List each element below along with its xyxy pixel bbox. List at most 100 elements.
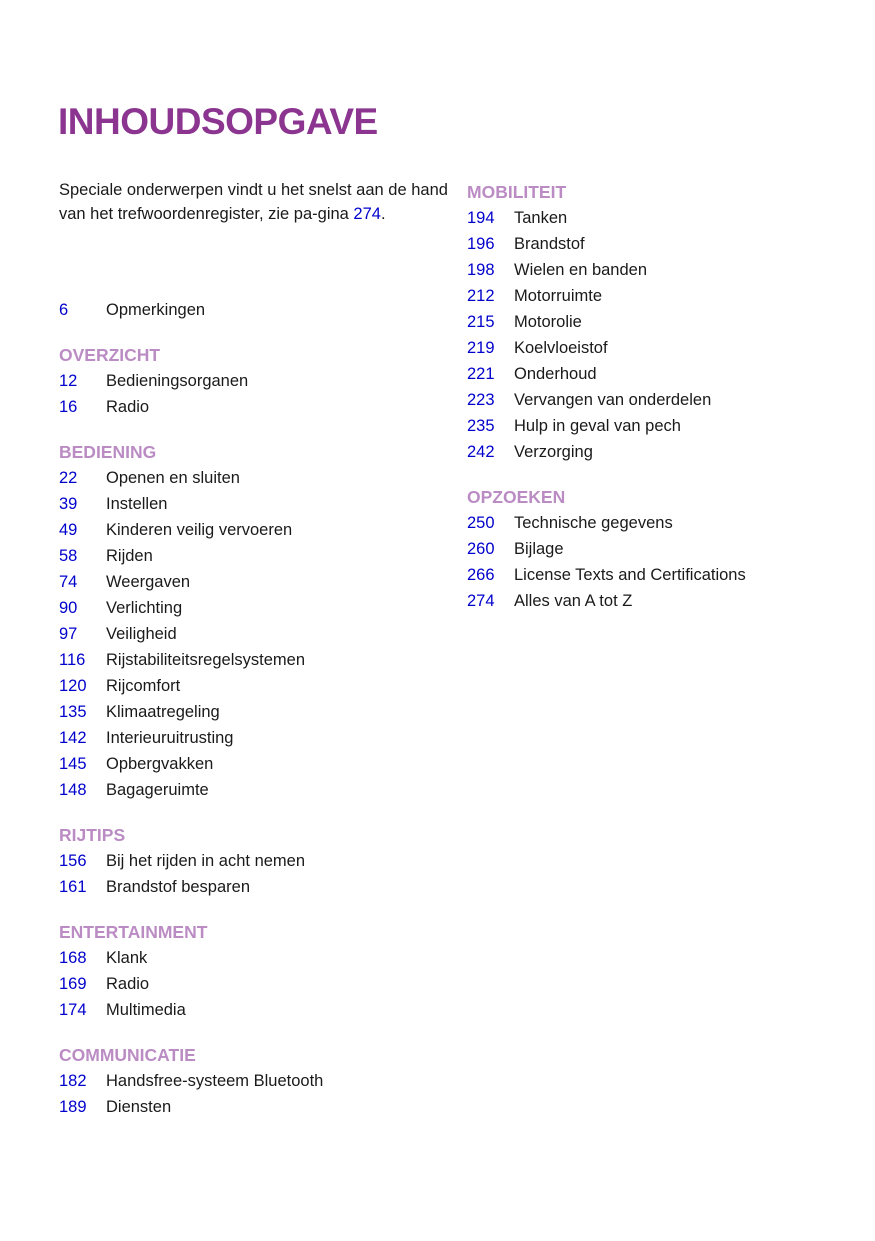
toc-entry[interactable]: 235 Hulp in geval van pech: [467, 413, 857, 439]
page-number[interactable]: 194: [467, 209, 495, 227]
page-number[interactable]: 242: [467, 443, 495, 461]
toc-entry[interactable]: 274 Alles van A tot Z: [467, 588, 857, 614]
entry-label: Kinderen veilig vervoeren: [106, 521, 293, 539]
page-number[interactable]: 250: [467, 514, 495, 532]
entry-label: Opmerkingen: [106, 301, 206, 319]
page-number[interactable]: 266: [467, 566, 495, 584]
page-number[interactable]: 116: [59, 651, 86, 669]
page-number[interactable]: 22: [59, 469, 78, 487]
entry-label: Weergaven: [106, 573, 191, 591]
entry-label: Opbergvakken: [106, 755, 214, 773]
toc-entry[interactable]: 74 Weergaven: [59, 569, 449, 595]
toc-entry[interactable]: 212 Motorruimte: [467, 283, 857, 309]
toc-entry[interactable]: 219 Koelvloeistof: [467, 335, 857, 361]
toc-entry[interactable]: 39 Instellen: [59, 491, 449, 517]
toc-entry[interactable]: 6 Opmerkingen: [59, 297, 449, 323]
page-number[interactable]: 168: [59, 949, 87, 967]
page-number[interactable]: 145: [59, 755, 87, 773]
toc-entry[interactable]: 49 Kinderen veilig vervoeren: [59, 517, 449, 543]
toc-entry[interactable]: 266 License Texts and Certifications: [467, 562, 857, 588]
page-number[interactable]: 16: [59, 398, 78, 416]
toc-entry[interactable]: 198 Wielen en banden: [467, 257, 857, 283]
page-number[interactable]: 90: [59, 599, 78, 617]
page-number[interactable]: 221: [467, 365, 495, 383]
toc-entry[interactable]: 148 Bagageruimte: [59, 777, 449, 803]
toc-entry[interactable]: 161 Brandstof besparen: [59, 874, 449, 900]
toc-entry[interactable]: 194 Tanken: [467, 205, 857, 231]
page-number[interactable]: 120: [59, 677, 87, 695]
page-number[interactable]: 274: [467, 592, 495, 610]
entry-label: Brandstof besparen: [106, 878, 251, 896]
toc-entry[interactable]: 90 Verlichting: [59, 595, 449, 621]
entry-label: Brandstof: [514, 235, 585, 253]
toc-entry[interactable]: 182 Handsfree-systeem Bluetooth: [59, 1068, 449, 1094]
section-header: ENTERTAINMENT: [59, 922, 208, 942]
entry-label: Klank: [106, 949, 148, 967]
page-number[interactable]: 212: [467, 287, 495, 305]
page-number[interactable]: 161: [59, 878, 87, 896]
toc-entry[interactable]: 250 Technische gegevens: [467, 510, 857, 536]
toc-entry[interactable]: 142 Interieuruitrusting: [59, 725, 449, 751]
page-number[interactable]: 189: [59, 1098, 87, 1116]
page-number[interactable]: 58: [59, 547, 78, 565]
toc-section: 6 Opmerkingen: [59, 297, 449, 323]
page-number[interactable]: 260: [467, 540, 495, 558]
section-header: BEDIENING: [59, 442, 157, 462]
page-number[interactable]: 74: [59, 573, 78, 591]
page-number[interactable]: 156: [59, 852, 87, 870]
toc-entry[interactable]: 12 Bedieningsorganen: [59, 368, 449, 394]
page-number[interactable]: 97: [59, 625, 78, 643]
entry-label: Vervangen van onderdelen: [514, 391, 712, 409]
toc-entry[interactable]: 223 Vervangen van onderdelen: [467, 387, 857, 413]
toc-entry[interactable]: 145 Opbergvakken: [59, 751, 449, 777]
entry-label: License Texts and Certifications: [514, 566, 746, 584]
toc-entry[interactable]: 135 Klimaatregeling: [59, 699, 449, 725]
page-number[interactable]: 148: [59, 781, 87, 799]
toc-entry[interactable]: 16 Radio: [59, 394, 449, 420]
entry-label: Rijcomfort: [106, 677, 181, 695]
intro-page-link[interactable]: 274: [353, 204, 381, 223]
page-number[interactable]: 39: [59, 495, 78, 513]
toc-entry[interactable]: 169 Radio: [59, 971, 449, 997]
page-number[interactable]: 6: [59, 301, 69, 319]
entry-label: Bagageruimte: [106, 781, 209, 799]
toc-entry[interactable]: 22 Openen en sluiten: [59, 465, 449, 491]
page-number[interactable]: 135: [59, 703, 87, 721]
entry-label: Klimaatregeling: [106, 703, 220, 721]
toc-entry[interactable]: 58 Rijden: [59, 543, 449, 569]
toc-entry[interactable]: 156 Bij het rijden in acht nemen: [59, 848, 449, 874]
toc-entry[interactable]: 116 Rijstabiliteitsregelsystemen: [59, 647, 449, 673]
entry-label: Onderhoud: [514, 365, 597, 383]
toc-entry[interactable]: 97 Veiligheid: [59, 621, 449, 647]
toc-entry[interactable]: 174 Multimedia: [59, 997, 449, 1023]
page-number[interactable]: 12: [59, 372, 78, 390]
toc-entry[interactable]: 221 Onderhoud: [467, 361, 857, 387]
toc-entry[interactable]: 242 Verzorging: [467, 439, 857, 465]
toc-section: MOBILITEIT 194 Tanken 196 Brandstof 198 Wielen…: [467, 179, 857, 465]
page-number[interactable]: 215: [467, 313, 495, 331]
entry-label: Koelvloeistof: [514, 339, 608, 357]
entry-label: Radio: [106, 398, 150, 416]
entry-label: Hulp in geval van pech: [514, 417, 681, 435]
page-number[interactable]: 182: [59, 1072, 87, 1090]
page-number[interactable]: 196: [467, 235, 495, 253]
toc-entry[interactable]: 196 Brandstof: [467, 231, 857, 257]
entry-label: Rijstabiliteitsregelsystemen: [106, 651, 305, 669]
page-number[interactable]: 198: [467, 261, 495, 279]
page-number[interactable]: 142: [59, 729, 87, 747]
page-number[interactable]: 169: [59, 975, 87, 993]
page-number[interactable]: 235: [467, 417, 495, 435]
page-number[interactable]: 223: [467, 391, 495, 409]
page-number[interactable]: 49: [59, 521, 78, 539]
toc-entry[interactable]: 215 Motorolie: [467, 309, 857, 335]
toc-entry[interactable]: 260 Bijlage: [467, 536, 857, 562]
section-header: MOBILITEIT: [467, 182, 567, 202]
toc-entry[interactable]: 120 Rijcomfort: [59, 673, 449, 699]
page-number[interactable]: 174: [59, 1001, 87, 1019]
entry-label: Multimedia: [106, 1001, 186, 1019]
toc-entry[interactable]: 168 Klank: [59, 945, 449, 971]
toc-entry[interactable]: 189 Diensten: [59, 1094, 449, 1120]
toc-section: RIJTIPS 156 Bij het rijden in acht nemen 16…: [59, 822, 449, 900]
page-number[interactable]: 219: [467, 339, 495, 357]
entry-label: Bedieningsorganen: [106, 372, 249, 390]
